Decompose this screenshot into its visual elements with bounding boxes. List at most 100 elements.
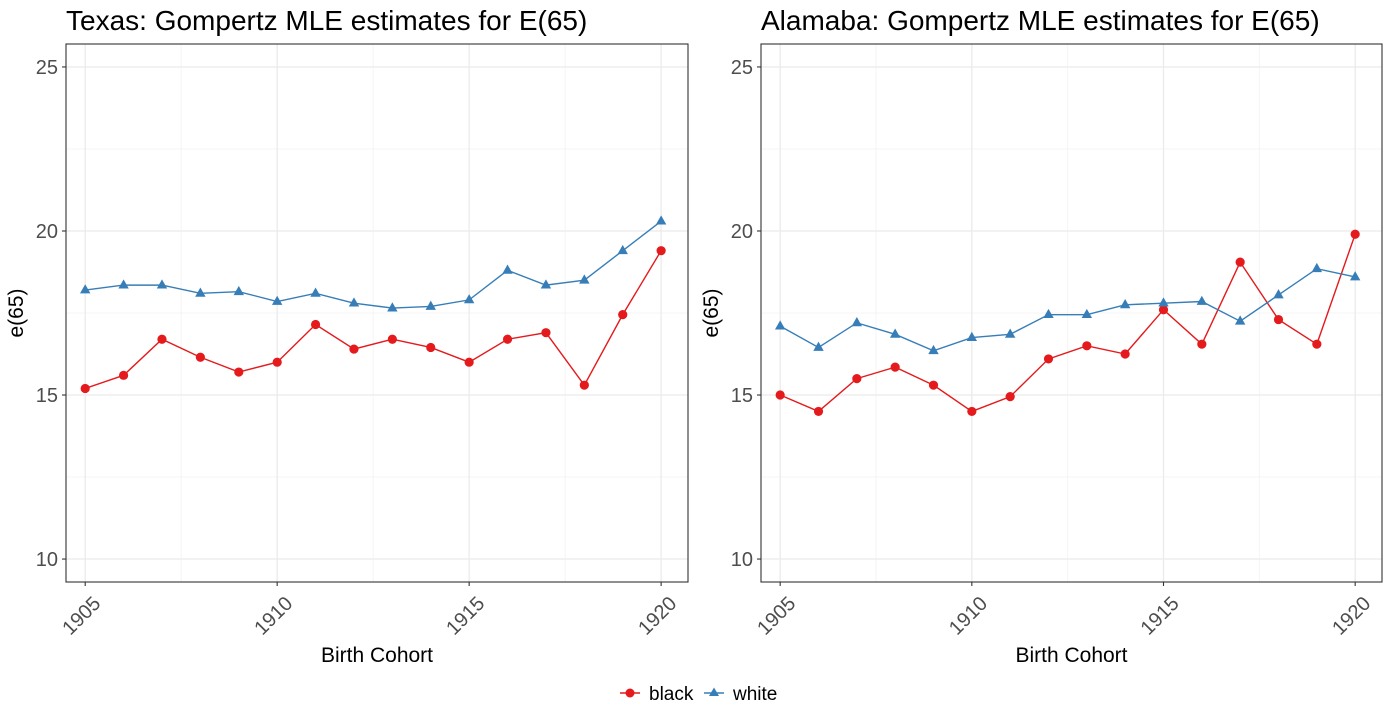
x-tick-label: 1920	[634, 593, 681, 640]
data-point-white	[774, 320, 786, 330]
data-point-white	[233, 285, 244, 296]
chart-panel-1: 10 15 20 25 1905 1910 1915 1920 Texas: Gompertz …	[5, 5, 689, 667]
data-point-white	[813, 341, 824, 351]
legend-item-white: white	[704, 684, 777, 705]
data-point-black	[618, 310, 628, 320]
y-tick-label: 25	[731, 57, 753, 79]
data-point-white	[118, 279, 129, 289]
legend-label-black: black	[649, 684, 694, 705]
data-point-black	[1005, 392, 1015, 402]
data-point-black	[1197, 339, 1207, 349]
legend-item-black: black	[620, 684, 694, 705]
chart-panel-2: 10 15 20 25 1905 1910 1915 1920 Alamaba: Gompert…	[700, 5, 1383, 667]
data-point-black	[1312, 339, 1322, 349]
data-point-white	[463, 294, 475, 304]
x-tick-label: 1905	[58, 593, 105, 640]
series-white	[79, 215, 667, 312]
x-axis-label: Birth Cohort	[1015, 644, 1127, 667]
data-point-white	[1004, 328, 1016, 338]
y-tick-label: 20	[731, 221, 753, 243]
series-black	[80, 246, 666, 394]
chart-title: Alamaba: Gompertz MLE estimates for E(65…	[761, 5, 1320, 36]
x-tick-label: 1915	[1137, 593, 1184, 640]
data-point-black	[1350, 229, 1360, 239]
chart-title: Texas: Gompertz MLE estimates for E(65)	[66, 5, 587, 36]
data-point-white	[310, 287, 321, 297]
data-point-black	[1158, 305, 1169, 315]
data-point-white	[387, 302, 398, 312]
data-point-white	[425, 300, 436, 310]
data-point-black	[349, 344, 359, 354]
data-point-white	[928, 344, 939, 355]
series-line-black	[84, 250, 662, 390]
data-point-black	[1120, 349, 1130, 359]
data-point-white	[195, 287, 206, 297]
data-point-white	[1234, 315, 1246, 325]
data-point-white	[889, 328, 901, 338]
y-tick-label: 10	[36, 549, 58, 571]
data-point-black	[426, 342, 436, 353]
plot-border	[760, 43, 1383, 583]
data-point-black	[464, 357, 474, 367]
data-point-white	[851, 317, 863, 327]
data-point-black	[967, 406, 977, 417]
x-tick-label: 1920	[1328, 593, 1375, 640]
data-point-black	[541, 328, 551, 338]
data-point-white	[1273, 289, 1284, 299]
data-point-black	[852, 374, 862, 384]
data-point-black	[1273, 314, 1284, 325]
data-point-black	[195, 352, 205, 362]
x-axis-label: Birth Cohort	[321, 644, 433, 667]
data-point-black	[928, 380, 939, 390]
data-point-black	[502, 334, 513, 344]
data-point-white	[1196, 295, 1208, 305]
data-point-white	[1349, 271, 1361, 281]
data-point-white	[1311, 262, 1323, 273]
data-point-white	[655, 215, 667, 225]
series-black	[775, 229, 1360, 417]
series-line-white	[85, 220, 662, 309]
data-point-white	[617, 244, 628, 255]
data-point-black	[1235, 257, 1245, 267]
data-point-black	[775, 390, 785, 400]
series-line-black	[779, 234, 1356, 413]
data-point-black	[80, 383, 90, 394]
legend: black white	[620, 684, 777, 705]
y-tick-label: 10	[731, 549, 753, 571]
data-point-white	[79, 284, 91, 294]
data-point-black	[1082, 341, 1092, 351]
data-point-white	[1043, 308, 1054, 319]
series-white	[774, 262, 1361, 355]
data-point-white	[348, 297, 360, 307]
data-point-white	[271, 295, 283, 305]
y-tick-label: 15	[36, 385, 58, 407]
data-point-white	[502, 264, 513, 274]
data-point-black	[1043, 354, 1054, 364]
data-point-black	[272, 357, 282, 367]
plot-border	[65, 43, 689, 583]
series-line-white	[779, 267, 1356, 352]
data-point-black	[890, 362, 900, 372]
data-point-black	[387, 334, 397, 344]
data-point-white	[156, 279, 168, 289]
data-point-black	[579, 380, 589, 390]
data-point-black	[118, 370, 129, 380]
y-tick-label: 15	[731, 385, 753, 407]
x-tick-label: 1910	[250, 593, 297, 640]
data-point-black	[813, 406, 824, 417]
data-point-black	[157, 334, 167, 344]
data-point-white	[1119, 298, 1131, 309]
x-tick-label: 1910	[945, 593, 992, 640]
x-tick-label: 1915	[442, 593, 489, 640]
y-tick-label: 20	[36, 221, 58, 243]
data-point-white	[1158, 297, 1169, 307]
data-point-black	[310, 319, 321, 330]
data-point-white	[1081, 308, 1093, 319]
data-point-white	[966, 331, 978, 342]
data-point-white	[579, 274, 590, 284]
data-point-black	[234, 367, 244, 377]
legend-label-white: white	[732, 684, 777, 705]
data-point-black	[656, 246, 666, 256]
